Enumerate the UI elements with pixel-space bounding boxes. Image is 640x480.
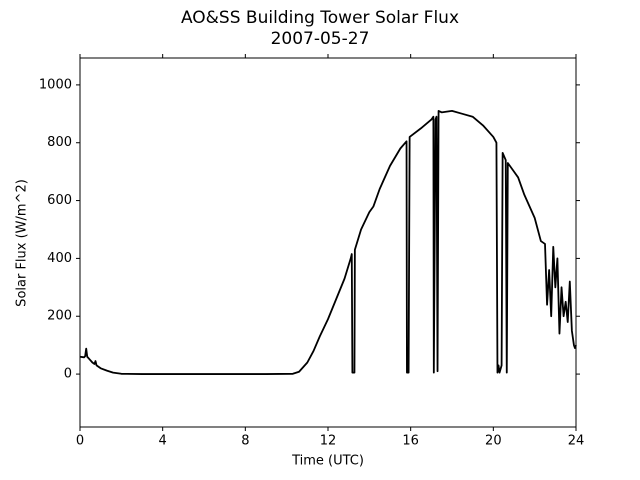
- x-tick-label: 12: [320, 434, 337, 449]
- x-tick-label: 0: [76, 434, 84, 449]
- y-axis-label: Solar Flux (W/m^2): [15, 179, 30, 307]
- y-tick-label: 0: [64, 367, 72, 382]
- x-tick-label: 4: [159, 434, 167, 449]
- chart-title: AO&SS Building Tower Solar Flux: [181, 8, 459, 28]
- y-tick-label: 400: [47, 251, 72, 266]
- y-tick-label: 600: [47, 193, 72, 208]
- y-tick-label: 200: [47, 309, 72, 324]
- x-tick-label: 8: [241, 434, 249, 449]
- chart-subtitle: 2007-05-27: [271, 29, 370, 49]
- x-tick-label: 20: [485, 434, 502, 449]
- x-tick-label: 24: [568, 434, 585, 449]
- x-axis-label: Time (UTC): [291, 454, 364, 469]
- x-tick-label: 16: [402, 434, 419, 449]
- y-tick-label: 800: [47, 135, 72, 150]
- y-tick-label: 1000: [39, 77, 72, 92]
- data-line: [79, 110, 577, 375]
